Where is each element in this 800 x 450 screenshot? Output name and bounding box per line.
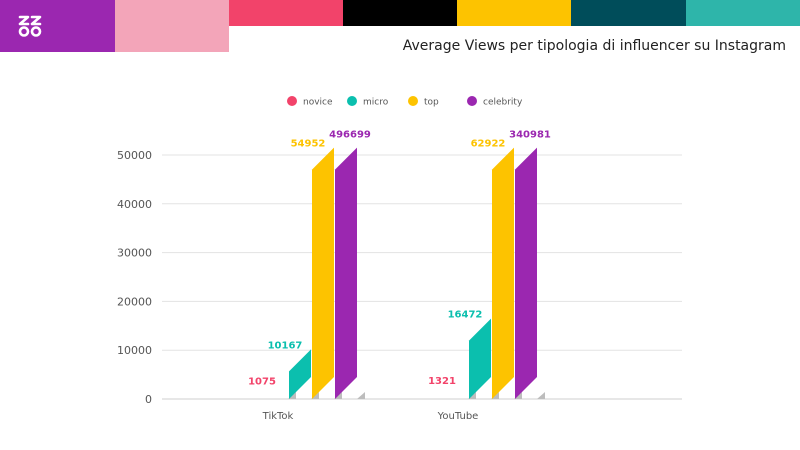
page-title: Average Views per tipologia di influence… [402,38,786,54]
brand-stripe-teal [686,0,800,26]
legend-dot-micro [347,96,357,106]
bar-micro-tiktok [289,349,311,399]
y-tick-label: 0 [145,393,152,406]
data-label-micro-tiktok: 10167 [268,340,303,351]
data-label-celebrity-youtube: 340981 [509,130,551,141]
bar-shadow-celebrity-youtube [537,392,545,399]
logo [0,0,115,52]
y-tick-label: 10000 [117,344,152,357]
x-tick-label-tiktok: TikTok [262,411,294,422]
bar-shadow-celebrity-tiktok [357,392,365,399]
bar-novice-youtube [446,392,468,399]
y-tick-label: 50000 [117,149,152,162]
brand-stripe-yellow [457,0,571,26]
legend-label-micro: micro [363,98,389,108]
brand-stripe-black [343,0,457,26]
legend-dot-top [408,96,418,106]
legend-label-top: top [424,98,439,108]
legend-dot-novice [287,96,297,106]
brand-stripe-teal-dark [571,0,686,26]
data-label-celebrity-tiktok: 496699 [329,130,371,141]
y-tick-label: 40000 [117,198,152,211]
y-tick-label: 30000 [117,247,152,260]
legend-dot-celebrity [467,96,477,106]
brand-block-pink [115,0,229,52]
bar-celebrity-tiktok [335,147,357,399]
brand-stripe-red [229,0,343,26]
bar-top-youtube [492,147,514,399]
legend-label-celebrity: celebrity [483,98,523,108]
data-label-novice-tiktok: 1075 [248,376,276,387]
bar-micro-youtube [469,318,491,399]
bar-top-tiktok [312,147,334,399]
data-label-novice-youtube: 1321 [428,376,456,387]
data-label-top-tiktok: 54952 [291,139,326,150]
x-tick-label-youtube: YouTube [437,411,479,422]
zz-oo-logo-icon [18,15,42,37]
y-tick-label: 20000 [117,295,152,308]
legend-label-novice: novice [303,98,333,108]
bar-novice-tiktok [266,393,288,399]
data-label-top-youtube: 62922 [471,139,506,150]
bar-celebrity-youtube [515,147,537,399]
data-label-micro-youtube: 16472 [448,310,483,321]
